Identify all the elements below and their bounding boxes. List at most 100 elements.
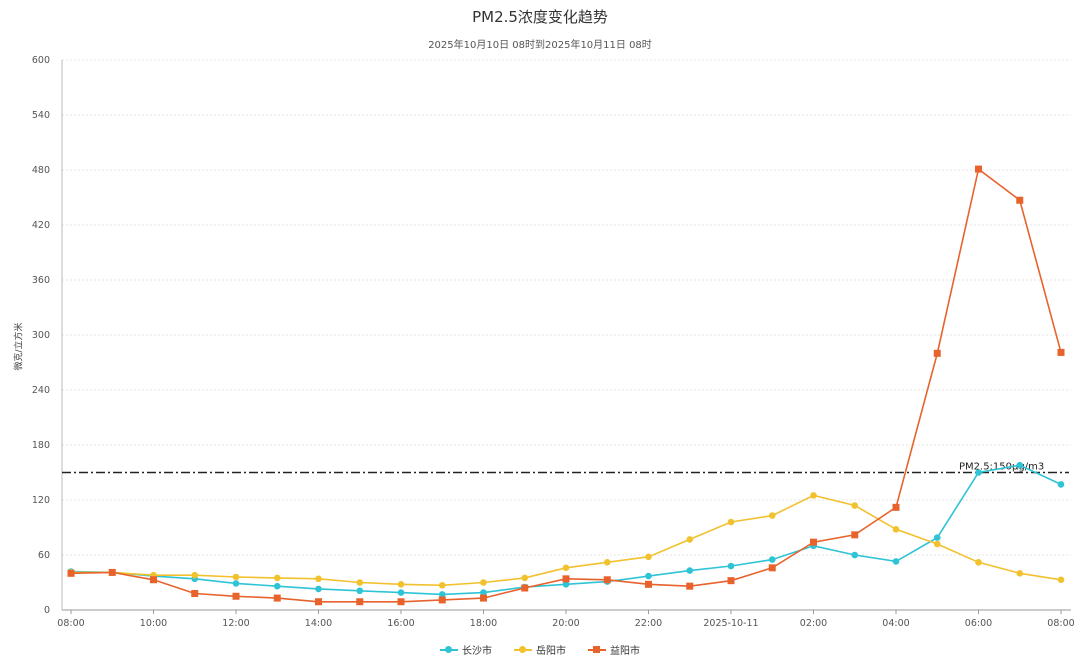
legend-marker: [445, 645, 452, 653]
y-tick-label: 480: [32, 165, 50, 176]
x-tick-label: 16:00: [387, 618, 414, 629]
series-3: [67, 165, 1065, 606]
data-point: [438, 581, 446, 589]
data-point: [727, 562, 735, 570]
data-point: [273, 574, 281, 582]
data-point: [892, 503, 900, 511]
data-point: [933, 349, 941, 357]
data-point: [315, 575, 322, 583]
data-point: [521, 584, 529, 592]
legend-item[interactable]: 长沙市: [440, 642, 492, 657]
data-point: [810, 538, 817, 546]
series-line: [71, 494, 1062, 587]
x-tick-label: 08:00: [57, 618, 84, 629]
data-point: [232, 592, 240, 600]
data-point: [521, 574, 529, 582]
axes: 0 60 120 180 240 300 360 420 480 540 600 08:00 10:00…: [32, 55, 1075, 629]
data-point: [933, 534, 941, 541]
legend-swatch: [514, 645, 532, 655]
data-point: [933, 540, 941, 548]
series-line: [70, 167, 1062, 603]
x-tick-label: 22:00: [635, 618, 662, 629]
legend[interactable]: 长沙市 岳阳市 益阳市: [0, 642, 1080, 657]
data-point: [1016, 196, 1024, 204]
data-point: [108, 568, 116, 576]
series-group: [67, 165, 1065, 606]
y-tick-label: 300: [32, 330, 50, 341]
legend-label: 长沙市: [462, 646, 492, 657]
data-point: [397, 581, 405, 588]
x-tick-label: 10:00: [140, 618, 167, 629]
data-point: [397, 589, 405, 596]
y-tick-label: 0: [44, 605, 50, 616]
data-point: [315, 598, 322, 606]
legend-swatch: [588, 645, 606, 655]
data-point: [1016, 570, 1024, 577]
chart-title: PM2.5浓度变化趋势: [472, 8, 608, 26]
data-point: [727, 518, 735, 526]
x-tick-label: 04:00: [882, 618, 909, 629]
data-point: [273, 594, 281, 602]
data-point: [191, 590, 199, 597]
data-point: [768, 556, 776, 563]
data-point: [315, 585, 322, 593]
data-point: [480, 579, 487, 586]
threshold-line-group: PM2.5:150μg/m3: [62, 462, 1069, 474]
legend-label: 岳阳市: [536, 646, 566, 657]
data-point: [232, 580, 240, 587]
pm25-line-chart: 0 60 120 180 240 300 360 420 480 540 600 08:00 10:00…: [32, 55, 1075, 629]
x-tick-label: 2025-10-11: [703, 618, 758, 629]
data-point: [975, 165, 982, 173]
data-point: [686, 567, 694, 574]
data-point: [1057, 481, 1065, 488]
x-tick-label: 12:00: [222, 618, 249, 629]
data-point: [851, 551, 859, 559]
data-point: [645, 553, 652, 561]
data-point: [438, 591, 446, 598]
data-point: [273, 582, 281, 590]
grid-lines: [62, 59, 1071, 556]
data-point: [603, 576, 611, 584]
legend-swatch: [440, 645, 458, 655]
data-point: [438, 596, 446, 604]
data-point: [851, 502, 859, 509]
legend-item[interactable]: 岳阳市: [514, 642, 566, 657]
legend-label: 益阳市: [610, 646, 640, 657]
y-tick-label: 540: [32, 110, 50, 121]
y-tick-label: 420: [32, 220, 50, 231]
legend-marker: [519, 645, 526, 653]
data-point: [686, 582, 694, 590]
chart-subtitle: 2025年10月10日 08时到2025年10月11日 08时: [428, 40, 652, 51]
data-point: [768, 564, 776, 572]
data-point: [810, 492, 817, 499]
data-point: [191, 571, 199, 579]
data-point: [892, 558, 900, 565]
data-point: [356, 587, 364, 595]
data-point: [1057, 348, 1065, 356]
data-point: [562, 564, 570, 572]
series-line: [70, 464, 1062, 596]
y-tick-label: 60: [38, 550, 50, 561]
data-point: [645, 572, 652, 580]
data-point: [480, 594, 487, 602]
x-tick-label: 02:00: [800, 618, 827, 629]
data-point: [603, 559, 611, 566]
x-tick-label: 06:00: [965, 618, 992, 629]
x-tick-label: 20:00: [552, 618, 579, 629]
x-tick-label: 18:00: [470, 618, 497, 629]
series-2: [67, 492, 1065, 589]
data-point: [562, 575, 570, 583]
data-point: [768, 512, 776, 519]
data-point: [1057, 576, 1065, 584]
data-point: [356, 579, 364, 586]
data-point: [892, 526, 900, 533]
legend-marker: [593, 645, 600, 653]
x-tick-label: 08:00: [1047, 618, 1074, 629]
data-point: [480, 589, 487, 596]
y-tick-label: 360: [32, 275, 50, 286]
legend-item[interactable]: 益阳市: [588, 642, 640, 657]
data-point: [975, 559, 982, 566]
data-point: [232, 573, 240, 581]
data-point: [851, 531, 859, 539]
y-tick-label: 600: [32, 55, 50, 66]
